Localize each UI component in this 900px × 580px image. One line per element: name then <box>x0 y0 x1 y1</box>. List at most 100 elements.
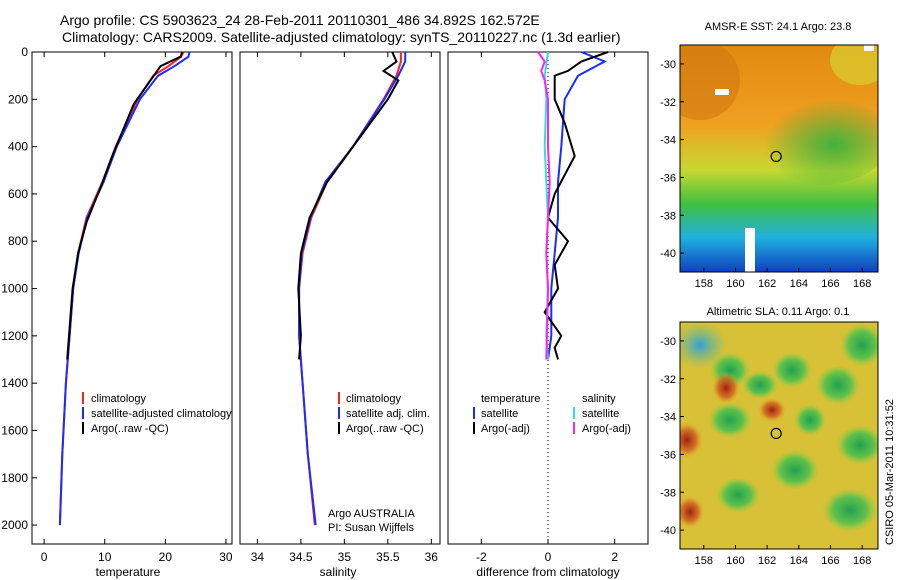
lat-tick-label: -40 <box>660 525 676 537</box>
difference-legend: temperature salinity satellite Argo(-adj… <box>473 393 631 435</box>
series-line-2 <box>66 51 184 360</box>
sla-longitude-ticks: 158 160 162 164 166 168 <box>695 545 871 567</box>
legend-heading-temperature: temperature <box>481 393 540 405</box>
temperature-panel: 0 200 400 600 800 1000 1200 1400 1600 1800 2000 0 1… <box>1 45 233 579</box>
series-line-2 <box>297 51 400 360</box>
legend-label-temp-satellite: satellite <box>481 408 518 420</box>
legend-label-climatology: climatology <box>346 393 402 405</box>
lat-tick-label: -34 <box>660 412 676 424</box>
difference-axis-label: difference from climatology <box>476 565 619 579</box>
y-tick-label: 200 <box>8 92 28 106</box>
series-line-0 <box>58 51 185 526</box>
lat-tick-label: -40 <box>660 248 676 260</box>
series-line-0 <box>298 52 402 526</box>
sst-latitude-ticks: -30 -32 -34 -36 -38 -40 <box>660 59 684 260</box>
credit-timestamp: CSIRO 05-Mar-2011 10:31:52 <box>884 399 896 545</box>
temperature-axis-label: temperature <box>96 565 161 579</box>
y-tick-label: 1600 <box>1 423 28 437</box>
y-tick-label: 1000 <box>1 282 28 296</box>
sla-latitude-ticks: -30 -32 -34 -36 -38 -40 <box>660 336 684 537</box>
missing-data-patch <box>745 228 755 272</box>
lon-tick-label: 164 <box>790 278 808 290</box>
lat-tick-label: -34 <box>660 135 676 147</box>
lon-tick-label: 166 <box>821 278 839 290</box>
legend-label-temp-argo: Argo(-adj) <box>481 423 530 435</box>
lon-tick-label: 160 <box>726 278 744 290</box>
lat-tick-label: -30 <box>660 336 676 348</box>
salinity-axis-label: salinity <box>320 565 357 579</box>
series-line-1 <box>58 51 191 526</box>
lon-tick-label: 162 <box>758 278 776 290</box>
missing-data-patch <box>715 89 729 95</box>
x-tick-label: 2 <box>611 550 618 564</box>
lon-tick-label: 168 <box>853 555 871 567</box>
sst-map-frame <box>679 44 879 273</box>
x-tick-label: 35.5 <box>376 550 400 564</box>
legend-label-argo: Argo(..raw -QC) <box>91 423 169 435</box>
series-line-1 <box>543 51 609 360</box>
depth-ticks: 0 200 400 600 800 1000 1200 1400 1600 1800 2000 <box>1 45 37 532</box>
x-tick-label: 34 <box>251 550 265 564</box>
x-tick-label: 20 <box>159 550 173 564</box>
y-tick-label: 400 <box>8 140 28 154</box>
salinity-series <box>297 51 407 526</box>
lon-tick-label: 158 <box>695 555 713 567</box>
legend-label-satellite: satellite-adjusted climatology <box>91 408 232 420</box>
lon-tick-label: 158 <box>695 278 713 290</box>
legend-heading-salinity: salinity <box>582 393 616 405</box>
sst-map-title: AMSR-E SST: 24.1 Argo: 23.8 <box>705 21 852 33</box>
argo-location-marker <box>770 150 782 163</box>
legend-label-satellite: satellite adj. clim. <box>346 408 430 420</box>
y-tick-label: 2000 <box>1 518 28 532</box>
difference-panel: -2 0 2 difference from climatology tempera… <box>447 51 649 579</box>
lon-tick-label: 168 <box>853 278 871 290</box>
lon-tick-label: 162 <box>758 555 776 567</box>
sla-map-panel: Altimetric SLA: 0.11 Argo: 0.1 158 160 162… <box>660 306 879 567</box>
y-tick-label: 800 <box>8 234 28 248</box>
salinity-legend: climatology satellite adj. clim. Argo(..… <box>338 392 430 435</box>
missing-data-patch <box>864 45 874 51</box>
lon-tick-label: 164 <box>790 555 808 567</box>
difference-series <box>537 51 609 360</box>
pi-label: PI: Susan Wijffels <box>328 522 414 534</box>
header-line2: Climatology: CARS2009. Satellite-adjuste… <box>62 29 620 45</box>
series-line-3 <box>537 51 551 360</box>
lat-tick-label: -38 <box>660 487 676 499</box>
sla-map-title: Altimetric SLA: 0.11 Argo: 0.1 <box>707 306 850 318</box>
lat-tick-label: -38 <box>660 210 676 222</box>
lat-tick-label: -32 <box>660 97 676 109</box>
salinity-axes <box>239 51 441 545</box>
x-tick-label: 34.5 <box>289 550 313 564</box>
salinity-panel: 34 34.5 35 35.5 36 salinity climatology sate… <box>239 51 441 579</box>
lon-tick-label: 160 <box>726 555 744 567</box>
temperature-series <box>58 51 191 526</box>
temperature-legend: climatology satellite-adjusted climatolo… <box>82 392 232 435</box>
argo-program-label: Argo AUSTRALIA <box>328 508 415 520</box>
x-tick-label: 30 <box>219 550 233 564</box>
y-tick-label: 1400 <box>1 376 28 390</box>
legend-label-sal-argo: Argo(-adj) <box>582 423 631 435</box>
header-line1: Argo profile: CS 5903623_24 28-Feb-2011 … <box>60 12 540 28</box>
series-line-1 <box>298 52 407 526</box>
lat-tick-label: -30 <box>660 59 676 71</box>
x-tick-label: 0 <box>545 550 552 564</box>
x-tick-label: 10 <box>98 550 112 564</box>
y-tick-label: 0 <box>21 45 28 59</box>
sst-map-panel: AMSR-E SST: 24.1 Argo: 23.8 158 160 162 164… <box>660 21 879 290</box>
lat-tick-label: -32 <box>660 374 676 386</box>
sla-field <box>680 322 878 549</box>
series-line-0 <box>547 51 608 360</box>
legend-label-sal-satellite: satellite <box>582 408 619 420</box>
sst-longitude-ticks: 158 160 162 164 166 168 <box>695 268 871 290</box>
argo-location-marker <box>770 427 782 440</box>
x-tick-label: -2 <box>476 550 487 564</box>
lat-tick-label: -36 <box>660 172 676 184</box>
sla-map-frame <box>679 321 879 550</box>
temperature-ticks: 0 10 20 30 <box>41 52 233 564</box>
sst-field <box>680 45 878 272</box>
lat-tick-label: -36 <box>660 449 676 461</box>
lon-tick-label: 166 <box>821 555 839 567</box>
y-tick-label: 600 <box>8 187 28 201</box>
x-tick-label: 0 <box>41 550 48 564</box>
